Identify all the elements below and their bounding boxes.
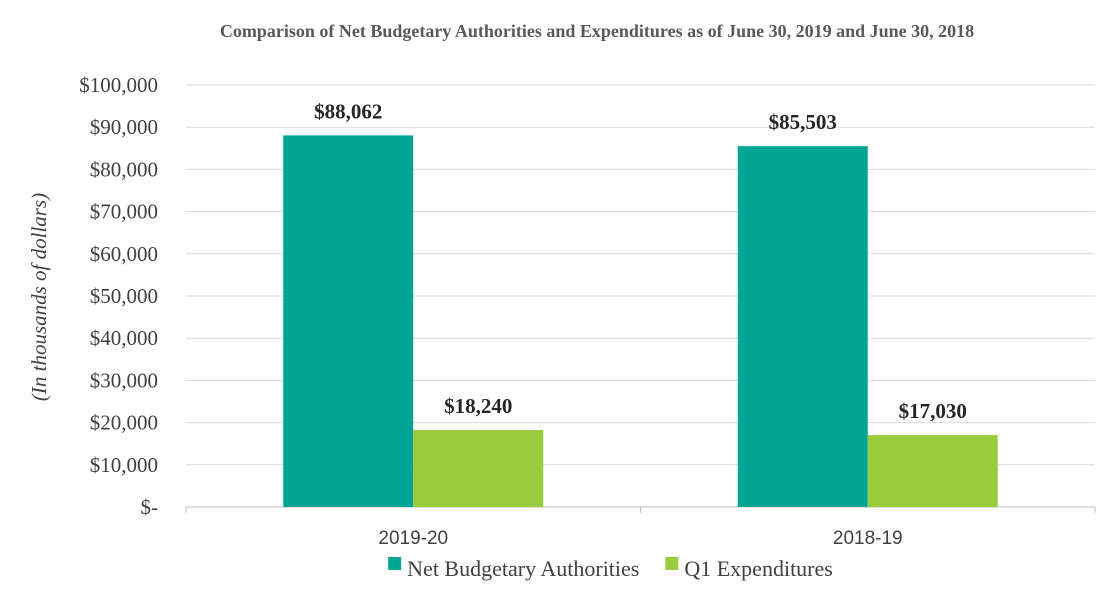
bar-net-budgetary-authorities-2018-19 xyxy=(737,146,868,507)
y-tick-label: $100,000 xyxy=(79,73,158,97)
legend-item-net-budgetary-authorities: Net Budgetary Authorities xyxy=(388,556,639,581)
legend-item-q1-expenditures: Q1 Expenditures xyxy=(665,556,833,581)
x-category-label: 2019-20 xyxy=(378,528,448,549)
y-axis-label: (In thousands of dollars) xyxy=(27,193,51,401)
data-labels: $88,062 $18,240 $85,503 $17,030 xyxy=(314,99,967,423)
y-tick-label: $40,000 xyxy=(90,326,158,350)
data-label: $85,503 xyxy=(769,110,837,134)
data-label: $17,030 xyxy=(899,399,967,423)
y-tick-label: $50,000 xyxy=(90,284,158,308)
y-tick-label: $- xyxy=(141,495,159,519)
y-tick-label: $60,000 xyxy=(90,242,158,266)
bar-q1-expenditures-2018-19 xyxy=(867,435,998,507)
bar-q1-expenditures-2019-20 xyxy=(413,430,544,507)
bar-net-budgetary-authorities-2019-20 xyxy=(283,135,414,507)
legend-swatch xyxy=(665,557,679,570)
y-tick-label: $30,000 xyxy=(90,368,158,392)
y-tick-label: $20,000 xyxy=(90,411,158,435)
legend-label: Net Budgetary Authorities xyxy=(407,556,639,581)
x-axis-categories: 2019-20 2018-19 xyxy=(378,528,902,549)
legend: Net Budgetary Authorities Q1 Expenditures xyxy=(388,556,833,581)
data-label: $88,062 xyxy=(314,99,382,123)
data-label: $18,240 xyxy=(444,394,512,418)
y-tick-label: $90,000 xyxy=(90,115,158,139)
chart-title: Comparison of Net Budgetary Authorities … xyxy=(220,21,974,41)
bars xyxy=(283,135,998,507)
y-tick-label: $80,000 xyxy=(90,157,158,181)
x-category-label: 2018-19 xyxy=(833,528,903,549)
y-axis-ticks: $- $10,000 $20,000 $30,000 $40,000 $50,000 $60… xyxy=(79,73,158,519)
y-tick-label: $70,000 xyxy=(90,200,158,224)
y-tick-label: $10,000 xyxy=(90,453,158,477)
legend-swatch xyxy=(388,557,402,570)
legend-label: Q1 Expenditures xyxy=(684,556,832,581)
